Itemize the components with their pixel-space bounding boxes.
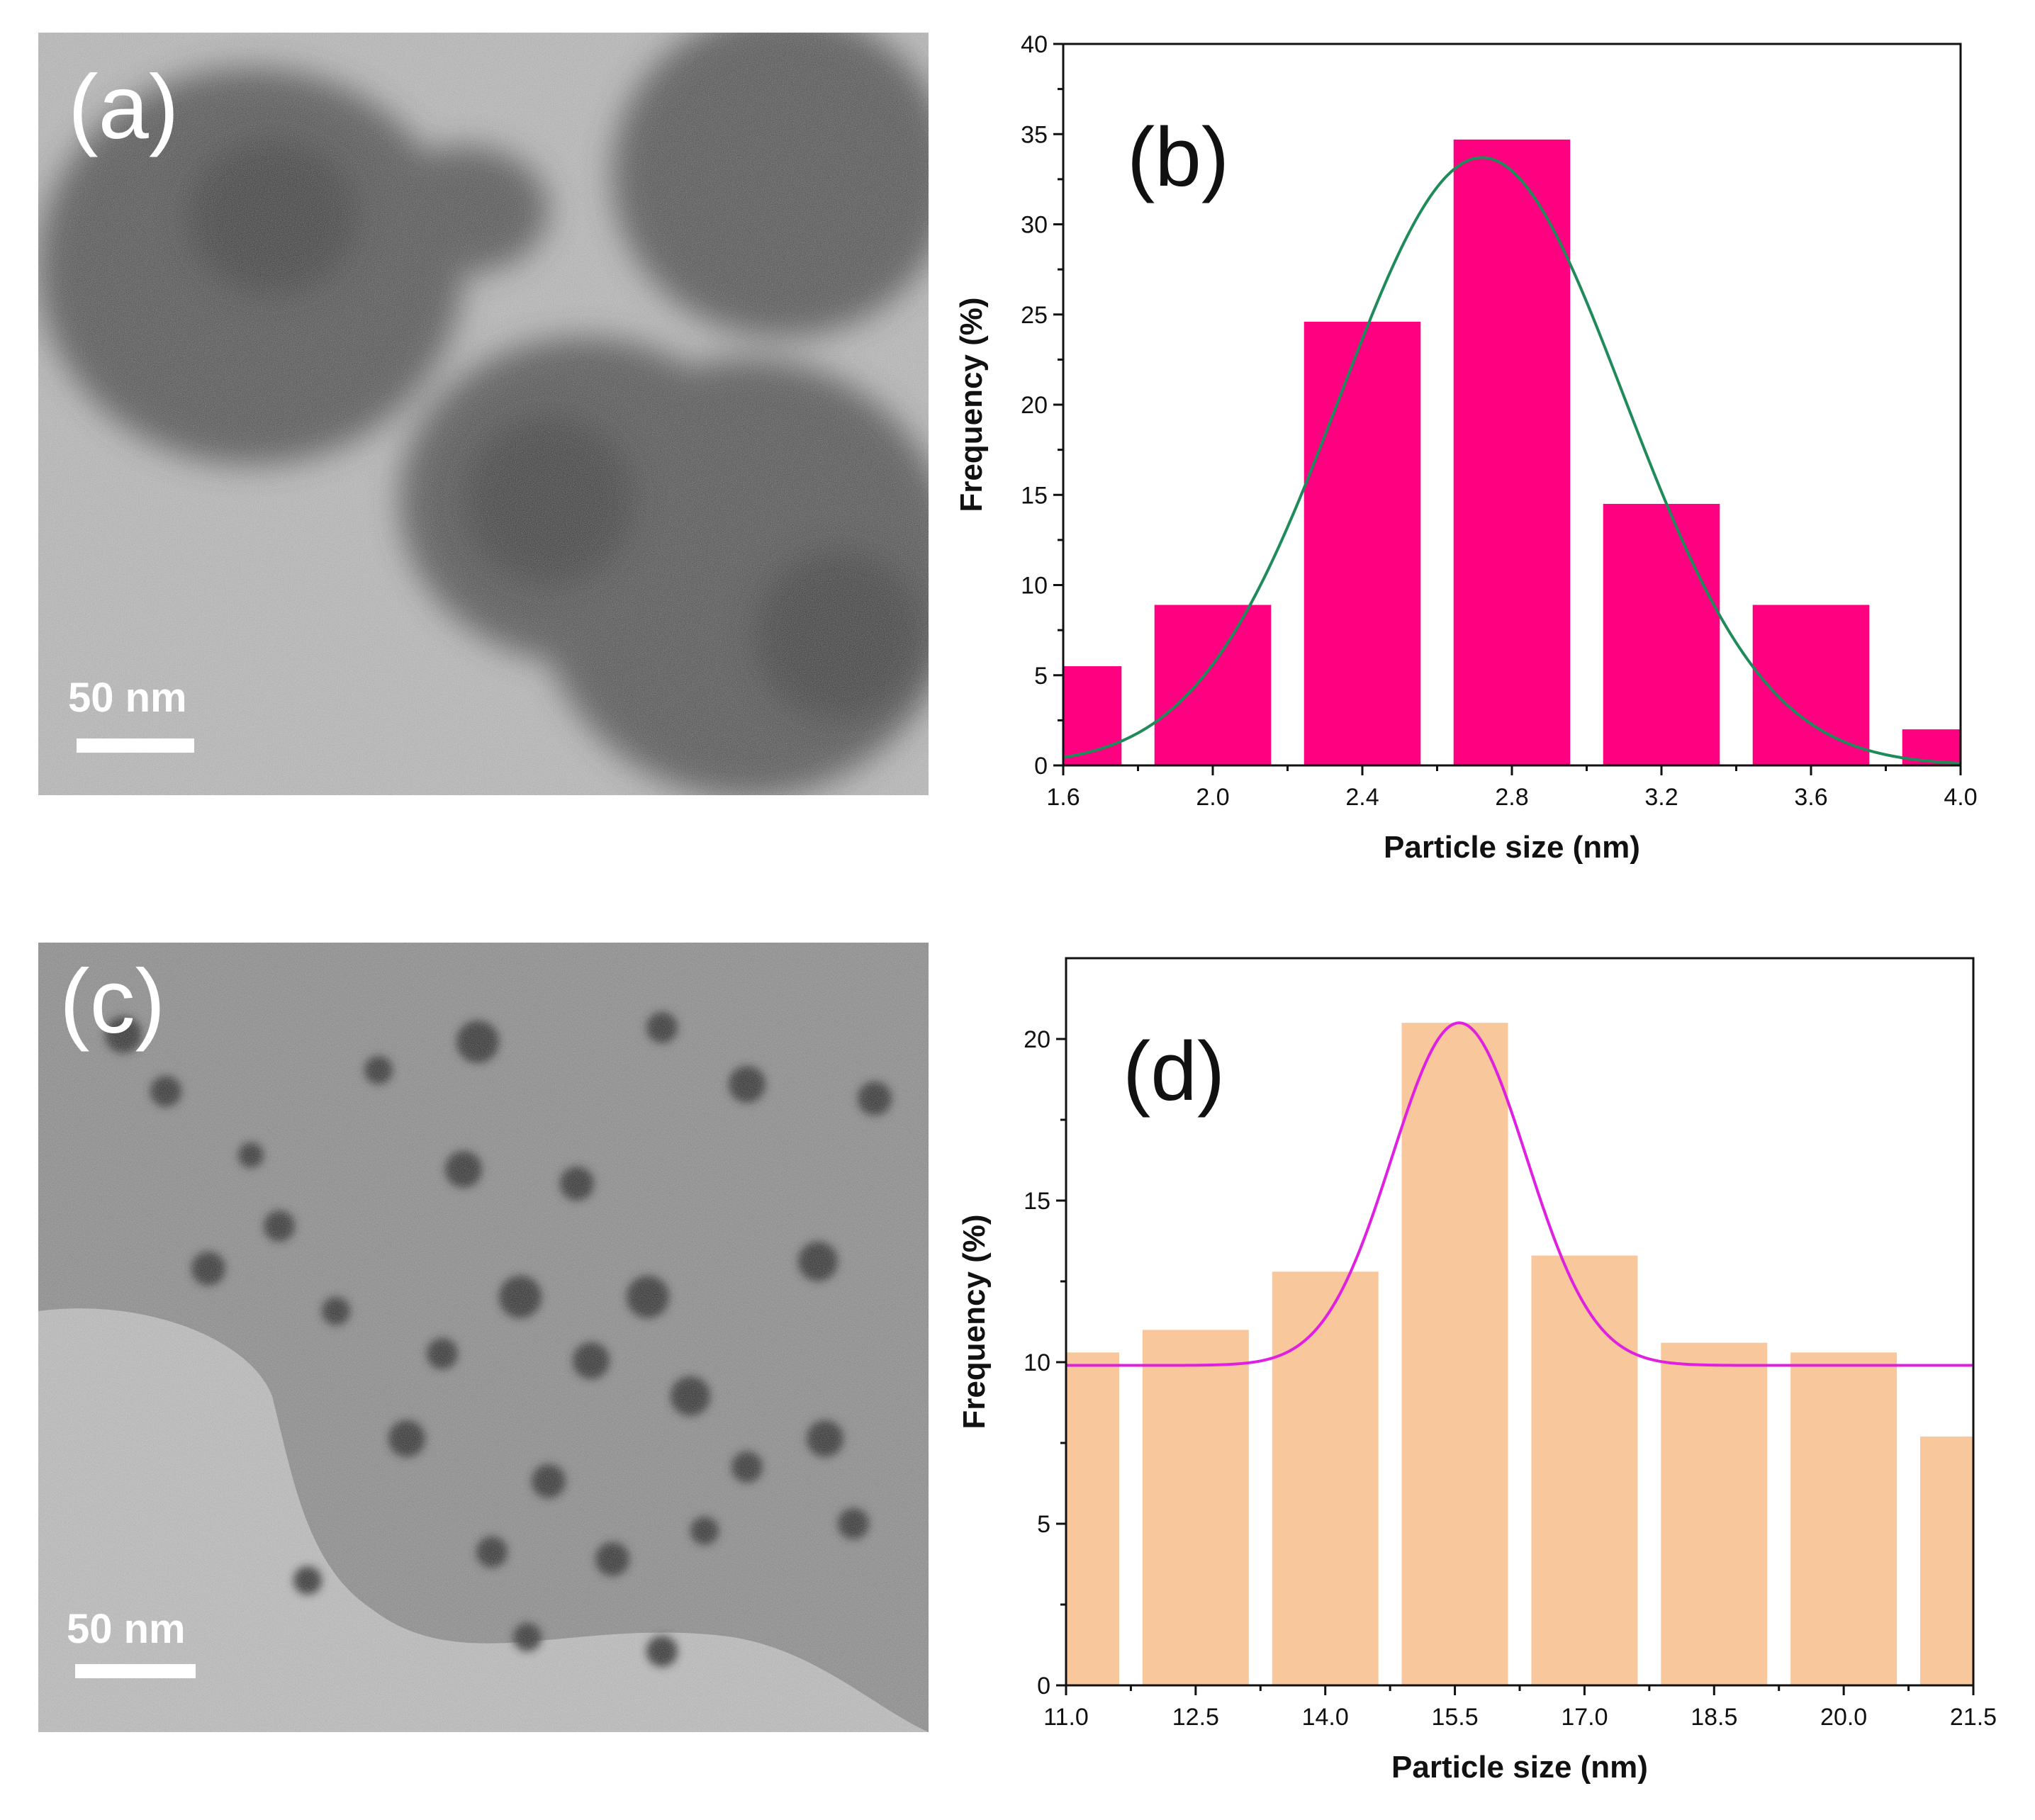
x-tick-label: 4.0 — [1944, 784, 1977, 811]
panel-label-a: (a) — [68, 57, 179, 158]
histogram-bar — [1272, 1271, 1379, 1685]
x-tick-label: 3.6 — [1794, 784, 1827, 811]
scale-bar-label-c: 50 nm — [67, 1606, 186, 1652]
histogram-d-bars — [1066, 1023, 1973, 1685]
y-tick-label: 5 — [1034, 663, 1048, 690]
histogram-bar — [1304, 321, 1421, 765]
x-tick-label: 3.2 — [1644, 784, 1678, 811]
histogram-bar — [1752, 605, 1870, 765]
histogram-bar — [1790, 1352, 1897, 1685]
histogram-d-x-axis-title: Particle size (nm) — [1391, 1750, 1648, 1785]
x-tick-label: 18.5 — [1691, 1704, 1737, 1731]
x-tick-label: 2.4 — [1345, 784, 1379, 811]
panel-label-d: (d) — [1123, 1025, 1225, 1118]
tem-image-a — [38, 33, 929, 795]
x-tick-label: 20.0 — [1820, 1704, 1867, 1731]
histogram-d-y-axis-title: Frequency (%) — [957, 1214, 992, 1429]
histogram-bar — [1142, 1330, 1249, 1685]
histogram-b-ticks: 1.6 2.0 2.4 2.8 3.2 3.6 4.0 0 5 10 15 20 25 30 35 40 — [1021, 31, 1977, 811]
histogram-d: 11.0 12.5 14.0 15.5 17.0 18.5 20.0 21.5 0 5 10 15 20… — [950, 928, 2020, 1807]
tem-image-c — [38, 943, 929, 1732]
histogram-d-fit-curve — [1066, 1021, 1973, 1367]
tem-texture-a — [38, 33, 929, 795]
x-tick-label: 17.0 — [1561, 1704, 1608, 1731]
x-tick-label: 14.0 — [1302, 1704, 1349, 1731]
y-tick-label: 15 — [1024, 1188, 1050, 1215]
y-tick-label: 5 — [1037, 1511, 1050, 1538]
y-tick-label: 0 — [1034, 753, 1048, 780]
y-tick-label: 20 — [1024, 1026, 1050, 1053]
y-tick-label: 10 — [1024, 1349, 1050, 1376]
histogram-bar — [1453, 139, 1571, 765]
x-tick-label: 2.0 — [1196, 784, 1229, 811]
y-tick-label: 35 — [1021, 121, 1048, 148]
histogram-b-bars — [1063, 139, 1961, 765]
y-tick-label: 30 — [1021, 212, 1048, 239]
histogram-d-svg: 11.0 12.5 14.0 15.5 17.0 18.5 20.0 21.5 0 5 10 15 20… — [957, 957, 1997, 1785]
x-tick-label: 2.8 — [1495, 784, 1528, 811]
panel-label-b: (b) — [1127, 111, 1229, 204]
histogram-bar — [1920, 1436, 1973, 1685]
scale-bar-c — [75, 1664, 196, 1678]
x-tick-label: 21.5 — [1950, 1704, 1997, 1731]
histogram-bar — [1603, 503, 1720, 765]
y-tick-label: 20 — [1021, 392, 1048, 419]
x-tick-label: 12.5 — [1172, 1704, 1219, 1731]
histogram-d-ticks: 11.0 12.5 14.0 15.5 17.0 18.5 20.0 21.5 0 5 10 15 20 — [1024, 1026, 1997, 1731]
histogram-bar — [1154, 605, 1272, 765]
histogram-bar — [1531, 1255, 1638, 1685]
histogram-bar — [1063, 666, 1122, 765]
x-tick-label: 11.0 — [1043, 1704, 1089, 1731]
histogram-b: 1.6 2.0 2.4 2.8 3.2 3.6 4.0 0 5 10 15 20 25 30 35 40 Pa… — [950, 28, 2020, 907]
tem-texture-c — [38, 943, 929, 1732]
y-tick-label: 25 — [1021, 302, 1048, 329]
scale-bar-label-a: 50 nm — [68, 675, 187, 721]
panel-label-c: (c) — [60, 951, 166, 1052]
histogram-b-svg: 1.6 2.0 2.4 2.8 3.2 3.6 4.0 0 5 10 15 20 25 30 35 40 Pa… — [954, 31, 1978, 865]
x-tick-label: 1.6 — [1046, 784, 1080, 811]
histogram-bar — [1401, 1023, 1508, 1685]
scale-bar-a — [77, 738, 194, 753]
x-tick-label: 15.5 — [1431, 1704, 1478, 1731]
y-tick-label: 10 — [1021, 573, 1048, 600]
histogram-b-y-axis-title: Frequency (%) — [954, 297, 989, 512]
y-tick-label: 0 — [1037, 1673, 1050, 1700]
histogram-bar — [1661, 1342, 1768, 1685]
histogram-b-fit-curve — [1063, 156, 1961, 765]
histogram-b-x-axis-title: Particle size (nm) — [1384, 830, 1640, 865]
y-tick-label: 15 — [1021, 482, 1048, 509]
y-tick-label: 40 — [1021, 31, 1048, 58]
histogram-bar — [1066, 1352, 1119, 1685]
